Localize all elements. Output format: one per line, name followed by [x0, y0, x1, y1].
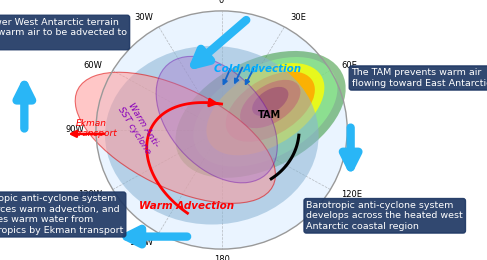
Text: 90W: 90W: [65, 126, 84, 134]
Text: 150W: 150W: [129, 238, 153, 247]
Text: 180: 180: [214, 255, 229, 260]
Ellipse shape: [252, 87, 288, 116]
Ellipse shape: [240, 80, 300, 128]
Text: The TAM prevents warm air
flowing toward East Antarctic: The TAM prevents warm air flowing toward…: [352, 68, 487, 88]
Ellipse shape: [175, 51, 346, 178]
Text: TAM: TAM: [258, 110, 281, 120]
Text: 120E: 120E: [341, 190, 362, 199]
Text: Barotropic anti-cyclone system
reinforces warm advection, and
supplies warm wate: Barotropic anti-cyclone system reinforce…: [0, 194, 123, 235]
Ellipse shape: [75, 72, 276, 203]
Text: 60W: 60W: [83, 61, 102, 70]
Text: Warm Advection: Warm Advection: [139, 201, 234, 211]
Ellipse shape: [225, 72, 315, 142]
Ellipse shape: [193, 57, 337, 167]
Text: 120W: 120W: [78, 190, 102, 199]
Text: 60E: 60E: [341, 61, 357, 70]
Text: 30W: 30W: [134, 13, 153, 22]
Text: Warm Anti-
SST cyclone: Warm Anti- SST cyclone: [116, 99, 161, 155]
Ellipse shape: [206, 63, 324, 155]
Text: 0: 0: [219, 0, 224, 5]
Text: The lower West Antarctic terrain
allows warm air to be advected to
WAIS: The lower West Antarctic terrain allows …: [0, 18, 127, 47]
Text: Ekman
transport: Ekman transport: [75, 119, 117, 138]
Ellipse shape: [156, 56, 277, 183]
Ellipse shape: [96, 11, 347, 249]
Text: 30E: 30E: [290, 13, 306, 22]
Ellipse shape: [105, 46, 318, 225]
Text: Cold Advection: Cold Advection: [214, 63, 301, 74]
Text: Barotropic anti-cyclone system
develops across the heated west
Antarctic coastal: Barotropic anti-cyclone system develops …: [306, 201, 463, 231]
